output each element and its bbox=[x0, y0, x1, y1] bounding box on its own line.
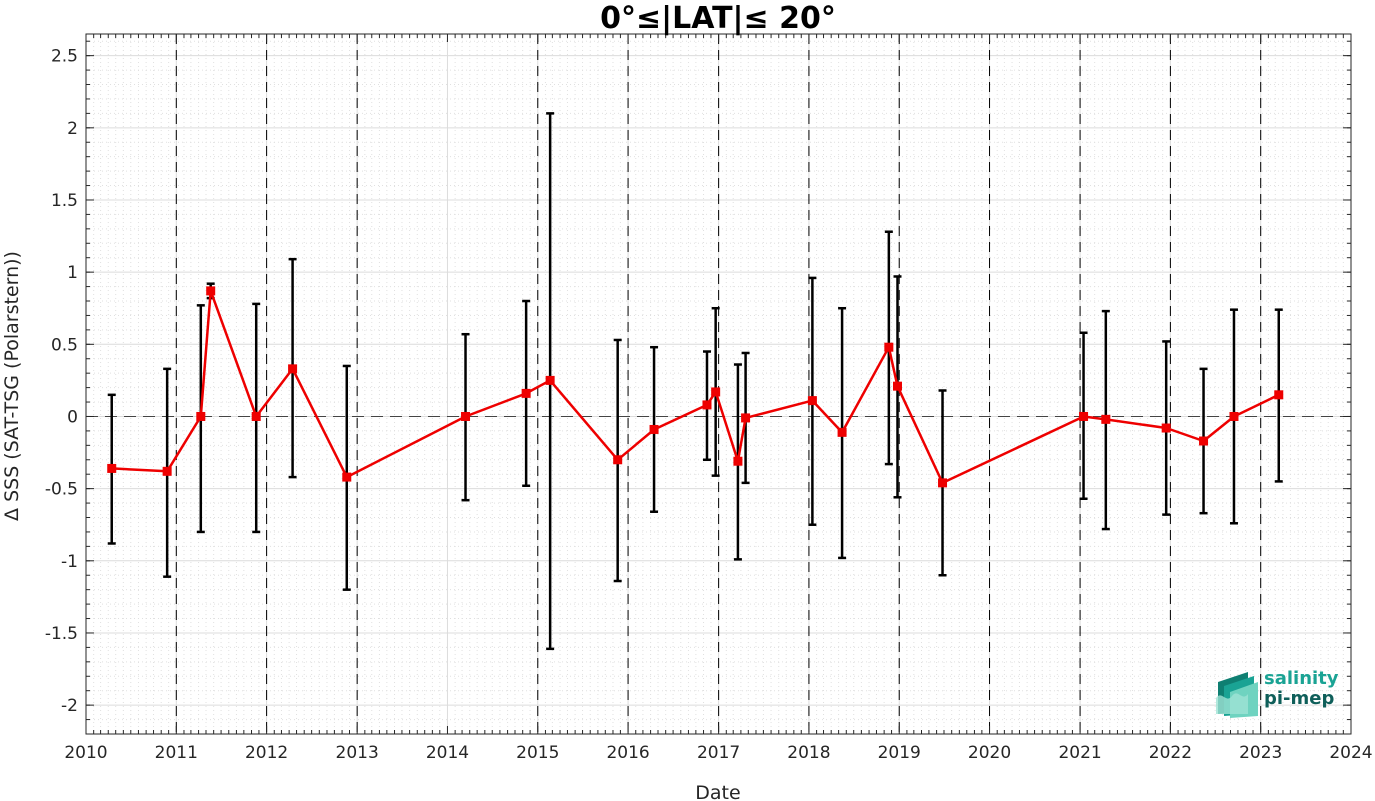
y-tick-label: 2 bbox=[67, 119, 78, 139]
x-tick-label: 2016 bbox=[606, 743, 649, 763]
data-point-marker bbox=[1079, 411, 1089, 421]
logo-text-salinity: salinity bbox=[1264, 668, 1339, 689]
data-point-marker bbox=[288, 364, 298, 374]
x-tick-label: 2024 bbox=[1329, 743, 1372, 763]
y-tick-label: 0 bbox=[67, 407, 78, 427]
data-point-marker bbox=[1274, 390, 1284, 400]
data-point-marker bbox=[711, 387, 721, 397]
x-tick-label: 2019 bbox=[878, 743, 921, 763]
x-tick-label: 2020 bbox=[968, 743, 1011, 763]
data-point-marker bbox=[1199, 436, 1209, 446]
x-tick-label: 2023 bbox=[1239, 743, 1282, 763]
data-point-marker bbox=[1101, 414, 1111, 424]
data-point-marker bbox=[521, 388, 531, 398]
data-point-marker bbox=[649, 424, 659, 434]
series-polyline bbox=[111, 289, 1280, 485]
data-point-marker bbox=[545, 375, 555, 385]
y-axis-label: Δ SSS (SAT-TSG (Polarstern)) bbox=[1, 251, 23, 521]
x-tick-label: 2021 bbox=[1058, 743, 1101, 763]
x-tick-label: 2010 bbox=[64, 743, 107, 763]
data-point-marker bbox=[251, 411, 261, 421]
data-point-marker bbox=[107, 463, 117, 473]
x-axis-label: Date bbox=[695, 782, 740, 801]
x-tick-label: 2015 bbox=[516, 743, 559, 763]
y-tick-label: -2 bbox=[61, 696, 78, 716]
data-point-marker bbox=[461, 411, 471, 421]
x-tick-label: 2017 bbox=[697, 743, 740, 763]
y-tick-label: 1.5 bbox=[51, 191, 78, 211]
data-point-marker bbox=[884, 342, 894, 352]
data-point-marker bbox=[938, 478, 948, 488]
y-tick-label: 1 bbox=[67, 263, 78, 283]
data-point-marker bbox=[893, 381, 903, 391]
data-point-marker bbox=[1229, 411, 1239, 421]
data-point-marker bbox=[807, 396, 817, 406]
vertical-dashed-lines bbox=[175, 34, 1262, 734]
y-tick-label: 2.5 bbox=[51, 47, 78, 67]
logo-waves-icon bbox=[1216, 672, 1258, 718]
x-tick-label: 2013 bbox=[336, 743, 379, 763]
x-tick-label: 2011 bbox=[155, 743, 198, 763]
data-point-marker bbox=[1161, 423, 1171, 433]
x-tick-label: 2014 bbox=[426, 743, 469, 763]
data-point-marker bbox=[162, 466, 172, 476]
data-point-marker bbox=[733, 456, 743, 466]
chart-title: 0°≤|LAT|≤ 20° bbox=[600, 1, 836, 36]
y-tick-label: -1 bbox=[61, 552, 78, 572]
series-markers bbox=[107, 286, 1284, 488]
data-point-marker bbox=[837, 427, 847, 437]
data-point-marker bbox=[702, 400, 712, 410]
data-point-marker bbox=[196, 411, 206, 421]
x-tick-label: 2022 bbox=[1149, 743, 1192, 763]
y-tick-label: -1.5 bbox=[45, 624, 78, 644]
logo-text-pi-mep: pi-mep bbox=[1264, 688, 1335, 709]
series-line bbox=[111, 289, 1280, 485]
y-tick-label: 0.5 bbox=[51, 335, 78, 355]
x-tick-label: 2012 bbox=[245, 743, 288, 763]
data-point-marker bbox=[342, 472, 352, 482]
salinity-pi-mep-logo: salinity pi-mep bbox=[1214, 668, 1344, 718]
data-point-marker bbox=[613, 455, 623, 465]
x-tick-label: 2018 bbox=[787, 743, 830, 763]
data-point-marker bbox=[741, 413, 751, 423]
y-tick-label: -0.5 bbox=[45, 480, 78, 500]
data-point-marker bbox=[206, 286, 216, 296]
axis-ticks: 2010 2011 2012 2013 2014 2015 2016 2017 2018 2019… bbox=[45, 34, 1373, 763]
